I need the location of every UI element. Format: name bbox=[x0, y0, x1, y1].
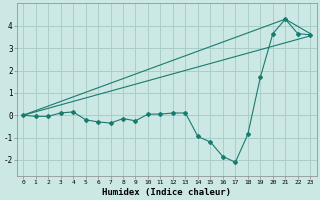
X-axis label: Humidex (Indice chaleur): Humidex (Indice chaleur) bbox=[102, 188, 231, 197]
